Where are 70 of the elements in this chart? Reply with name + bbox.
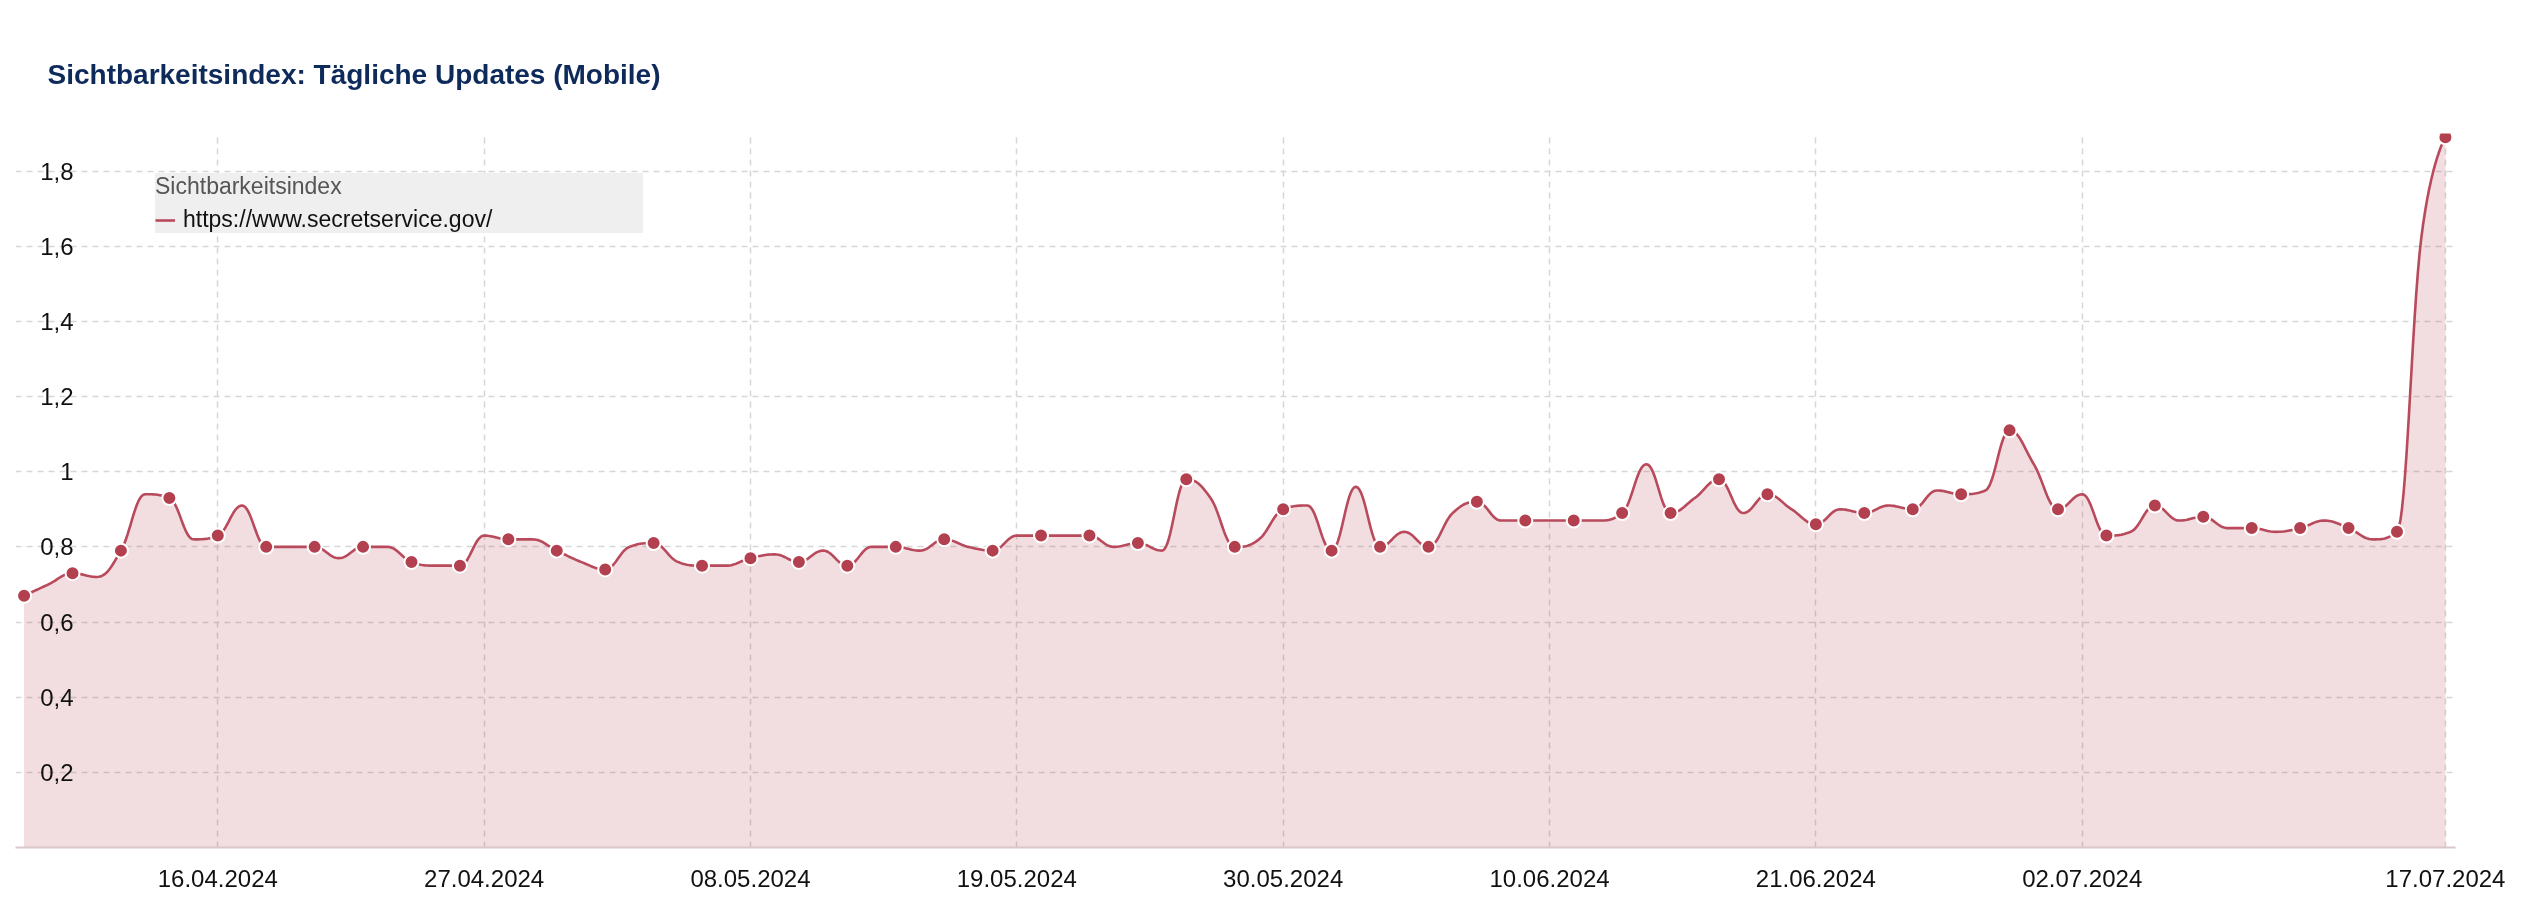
point bbox=[161, 490, 178, 506]
y-tick-label: 0,4 bbox=[40, 683, 74, 711]
x-tick-label: 30.05.2024 bbox=[1223, 864, 1344, 892]
x-tick-label: 27.04.2024 bbox=[424, 864, 545, 892]
point bbox=[2050, 501, 2066, 518]
point bbox=[839, 557, 856, 574]
point bbox=[597, 561, 614, 578]
point bbox=[1759, 486, 1776, 503]
x-tick-label: 16.04.2024 bbox=[157, 864, 278, 892]
point bbox=[306, 538, 323, 555]
point bbox=[887, 538, 904, 555]
point bbox=[1033, 527, 1050, 544]
y-tick-label: 1 bbox=[60, 458, 74, 486]
point bbox=[1904, 501, 1921, 518]
point bbox=[258, 538, 275, 555]
point bbox=[1081, 527, 1098, 544]
point bbox=[742, 550, 759, 567]
point bbox=[984, 542, 1001, 559]
legend-label: https://www.secretservice.gov/ bbox=[183, 206, 494, 233]
point bbox=[645, 535, 662, 552]
point bbox=[1226, 538, 1243, 555]
x-tick-label: 10.06.2024 bbox=[1489, 864, 1610, 892]
point bbox=[2195, 508, 2212, 525]
point bbox=[2292, 520, 2309, 537]
point bbox=[936, 531, 953, 548]
point bbox=[355, 538, 372, 555]
x-tick-label: 02.07.2024 bbox=[2022, 864, 2143, 892]
point bbox=[1323, 542, 1340, 559]
y-tick-label: 1,4 bbox=[40, 307, 74, 335]
point bbox=[1275, 501, 1292, 518]
point bbox=[694, 557, 711, 574]
x-tick-label: 21.06.2024 bbox=[1755, 864, 1876, 892]
point bbox=[2001, 422, 2018, 439]
point bbox=[1178, 471, 1195, 488]
point bbox=[16, 587, 33, 604]
x-tick-label: 17.07.2024 bbox=[2385, 864, 2506, 892]
point bbox=[2146, 497, 2163, 514]
point bbox=[500, 531, 517, 548]
point bbox=[1468, 493, 1485, 510]
y-tick-label: 0,2 bbox=[40, 758, 74, 786]
point bbox=[451, 557, 468, 574]
point bbox=[1953, 486, 1970, 503]
y-tick-label: 1,6 bbox=[40, 232, 74, 260]
point bbox=[2098, 527, 2115, 544]
point bbox=[548, 542, 565, 559]
point bbox=[1129, 535, 1146, 552]
point bbox=[1711, 471, 1728, 488]
point bbox=[1856, 505, 1873, 522]
y-tick-label: 1,2 bbox=[40, 383, 74, 411]
y-tick-label: 1,8 bbox=[40, 157, 74, 185]
point bbox=[1662, 505, 1679, 522]
x-tick-label: 08.05.2024 bbox=[690, 864, 811, 892]
point bbox=[1517, 512, 1534, 529]
point bbox=[209, 527, 226, 544]
point bbox=[1565, 512, 1582, 529]
point bbox=[64, 565, 81, 582]
point bbox=[1807, 516, 1824, 533]
point bbox=[1372, 538, 1389, 555]
y-tick-label: 0,8 bbox=[40, 533, 74, 561]
y-tick-label: 0,6 bbox=[40, 608, 74, 636]
legend-title: Sichtbarkeitsindex bbox=[155, 173, 343, 200]
point bbox=[2340, 520, 2357, 537]
x-tick-label: 19.05.2024 bbox=[956, 864, 1077, 892]
point bbox=[112, 542, 129, 559]
point bbox=[2243, 520, 2260, 537]
point bbox=[1614, 505, 1631, 522]
point bbox=[1420, 538, 1437, 555]
point bbox=[2437, 133, 2454, 146]
chart-title: Sichtbarkeitsindex: Tägliche Updates (Mobile) bbox=[47, 58, 661, 90]
point bbox=[2388, 523, 2405, 540]
